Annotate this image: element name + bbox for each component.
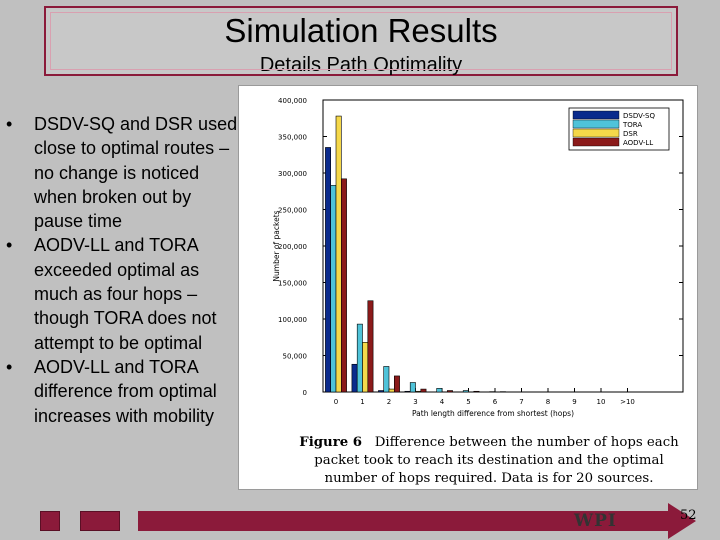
footer-square bbox=[80, 511, 120, 531]
legend-label: AODV-LL bbox=[623, 139, 653, 147]
bar bbox=[362, 342, 369, 393]
bar bbox=[325, 147, 332, 393]
bar bbox=[341, 178, 347, 393]
caption-text: Difference between the number of hops ea… bbox=[314, 435, 679, 486]
figure-caption: Figure 6 Difference between the number o… bbox=[299, 434, 679, 488]
bullet-marker: • bbox=[6, 235, 13, 256]
y-tick-label: 50,000 bbox=[283, 353, 308, 361]
slide-title: Simulation Results bbox=[224, 12, 498, 49]
x-tick-label: 10 bbox=[597, 398, 606, 406]
y-tick-label: 300,000 bbox=[278, 170, 307, 178]
y-tick-label: 100,000 bbox=[278, 316, 307, 324]
slide-subtitle: Details Path Optimality bbox=[259, 54, 463, 76]
bar bbox=[415, 390, 422, 393]
bullet-marker: • bbox=[6, 356, 13, 377]
page-number: 52 bbox=[680, 508, 697, 523]
y-tick-label: 250,000 bbox=[278, 207, 307, 215]
legend-swatch bbox=[572, 119, 620, 129]
footer-bar bbox=[138, 511, 670, 531]
bar bbox=[462, 390, 469, 393]
bullet-list: • DSDV-SQ and DSR used close to optimal … bbox=[6, 112, 242, 428]
x-tick-label: 1 bbox=[360, 398, 364, 406]
x-tick-label: 0 bbox=[334, 398, 338, 406]
x-tick-label: 5 bbox=[466, 398, 470, 406]
bar bbox=[351, 363, 358, 393]
x-tick-label: 9 bbox=[572, 398, 576, 406]
y-tick-label: 0 bbox=[303, 389, 307, 397]
y-axis-label: Number of packets bbox=[272, 210, 281, 281]
x-axis-label: Path length difference from shortest (ho… bbox=[412, 409, 574, 418]
bullet-item: • DSDV-SQ and DSR used close to optimal … bbox=[6, 112, 242, 233]
x-tick-label: 8 bbox=[546, 398, 550, 406]
wpi-logo: WPI bbox=[574, 511, 617, 531]
legend-label: DSDV-SQ bbox=[623, 112, 655, 120]
bar bbox=[356, 323, 363, 393]
title-box: Simulation Results Details Path Optimali… bbox=[44, 6, 678, 76]
legend-swatch bbox=[572, 128, 620, 138]
y-tick-label: 350,000 bbox=[278, 134, 307, 142]
figure-panel: 0 50,000 100,000 150,000 200,000 250,000 300,0… bbox=[238, 85, 698, 490]
bullet-item: • AODV-LL and TORA difference from optim… bbox=[6, 355, 242, 428]
bar bbox=[330, 185, 337, 393]
bar bbox=[473, 390, 480, 393]
bar bbox=[335, 115, 342, 393]
x-tick-label: 2 bbox=[387, 398, 391, 406]
footer-arrow bbox=[668, 503, 696, 539]
bullet-marker: • bbox=[6, 114, 13, 134]
bar bbox=[378, 390, 384, 393]
bar bbox=[404, 390, 411, 393]
x-tick-label: 4 bbox=[440, 398, 445, 406]
legend-swatch bbox=[572, 137, 620, 147]
bar bbox=[409, 382, 416, 393]
x-tick-label: 3 bbox=[413, 398, 417, 406]
bar bbox=[388, 388, 395, 393]
bullet-text: DSDV-SQ and DSR used close to optimal ro… bbox=[34, 114, 238, 232]
bar bbox=[367, 300, 374, 393]
bar bbox=[447, 390, 453, 393]
bar-chart: 0 50,000 100,000 150,000 200,000 250,000 300,0… bbox=[272, 97, 684, 418]
legend-swatch bbox=[572, 110, 620, 120]
bullet-item: • AODV-LL and TORA exceeded optimal as m… bbox=[6, 233, 242, 354]
x-tick-label: >10 bbox=[620, 398, 635, 406]
y-tick-label: 200,000 bbox=[278, 243, 307, 251]
bar bbox=[420, 388, 427, 393]
bullet-text: AODV-LL and TORA exceeded optimal as muc… bbox=[34, 235, 217, 353]
bar bbox=[436, 388, 443, 393]
y-tick-label: 400,000 bbox=[278, 97, 307, 105]
caption-label: Figure 6 bbox=[299, 435, 363, 450]
legend-label: DSR bbox=[623, 130, 638, 138]
bar bbox=[383, 366, 390, 393]
y-tick-label: 150,000 bbox=[278, 280, 307, 288]
bar bbox=[394, 375, 400, 393]
legend-label: TORA bbox=[622, 121, 642, 129]
bullet-text: AODV-LL and TORA difference from optimal… bbox=[34, 356, 217, 426]
x-tick-label: 6 bbox=[493, 398, 498, 406]
x-tick-label: 7 bbox=[519, 398, 523, 406]
footer-square bbox=[40, 511, 60, 531]
